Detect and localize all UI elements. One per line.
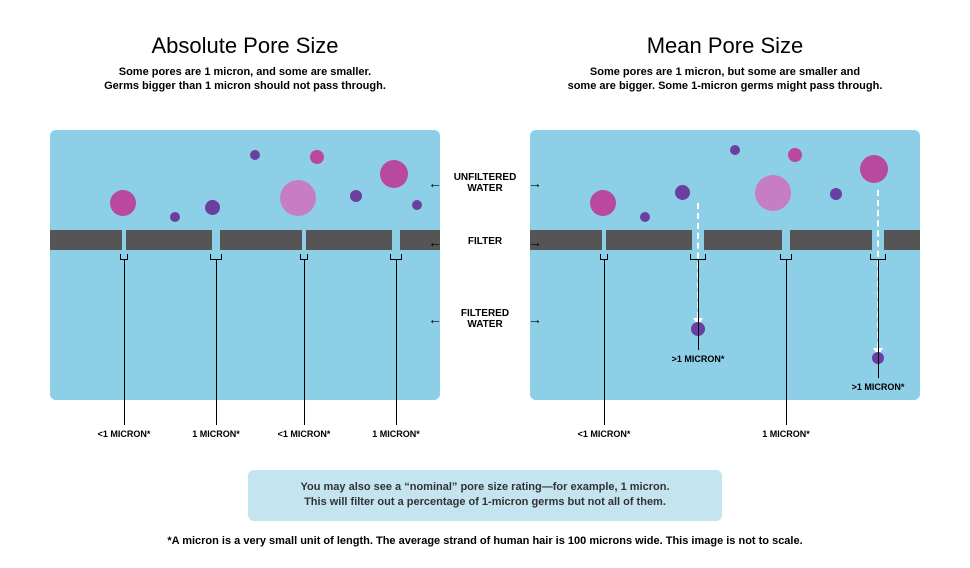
right-header: Mean Pore Size Some pores are 1 micron, … xyxy=(530,33,920,94)
germ-particle xyxy=(412,200,422,210)
germ-particle xyxy=(310,150,324,164)
left-header: Absolute Pore Size Some pores are 1 micr… xyxy=(50,33,440,94)
nominal-callout: You may also see a “nominal” pore size r… xyxy=(248,470,722,521)
filter-pore xyxy=(212,230,220,250)
pore-size-label: <1 MICRON* xyxy=(269,429,339,439)
pore-size-label: >1 MICRON* xyxy=(663,354,733,364)
filter-segment xyxy=(126,230,212,250)
pore-size-label: 1 MICRON* xyxy=(181,429,251,439)
filter-bar xyxy=(50,230,440,250)
filter-pore xyxy=(392,230,400,250)
left-subtitle: Some pores are 1 micron, and some are sm… xyxy=(50,65,440,94)
right-title: Mean Pore Size xyxy=(530,33,920,59)
germ-particle xyxy=(380,160,408,188)
filter-segment xyxy=(704,230,782,250)
germ-particle xyxy=(640,212,650,222)
pore-size-label: >1 MICRON* xyxy=(843,382,913,392)
germ-particle xyxy=(205,200,220,215)
filter-bar xyxy=(530,230,920,250)
footnote: *A micron is a very small unit of length… xyxy=(0,535,970,547)
filter-label: ← FILTER → xyxy=(440,236,530,247)
germ-particle xyxy=(170,212,180,222)
pore-size-label: 1 MICRON* xyxy=(751,429,821,439)
germ-particle xyxy=(788,148,802,162)
mid-labels: ← UNFILTERED WATER → ← FILTER → ← FILTER… xyxy=(440,130,530,400)
germ-particle xyxy=(860,155,888,183)
germ-particle xyxy=(755,175,791,211)
right-subtitle: Some pores are 1 micron, but some are sm… xyxy=(530,65,920,94)
germ-particle xyxy=(730,145,740,155)
filter-segment xyxy=(50,230,122,250)
filter-segment xyxy=(220,230,302,250)
germ-particle xyxy=(280,180,316,216)
pore-size-label: 1 MICRON* xyxy=(361,429,431,439)
mean-panel: <1 MICRON*>1 MICRON*1 MICRON*>1 MICRON* xyxy=(530,130,920,400)
filtered-label: ← FILTERED WATER → xyxy=(440,308,530,330)
germ-particle xyxy=(350,190,362,202)
germ-particle xyxy=(110,190,136,216)
germ-particle xyxy=(590,190,616,216)
absolute-panel: <1 MICRON*1 MICRON*<1 MICRON*1 MICRON* xyxy=(50,130,440,400)
germ-particle xyxy=(250,150,260,160)
pore-size-label: <1 MICRON* xyxy=(89,429,159,439)
left-title: Absolute Pore Size xyxy=(50,33,440,59)
unfiltered-label: ← UNFILTERED WATER → xyxy=(440,172,530,194)
filter-segment xyxy=(884,230,920,250)
filter-segment xyxy=(790,230,872,250)
germ-particle xyxy=(675,185,690,200)
germ-particle xyxy=(830,188,842,200)
pore-size-label: <1 MICRON* xyxy=(569,429,639,439)
filter-segment xyxy=(606,230,692,250)
filter-segment xyxy=(306,230,392,250)
filter-pore xyxy=(782,230,790,250)
